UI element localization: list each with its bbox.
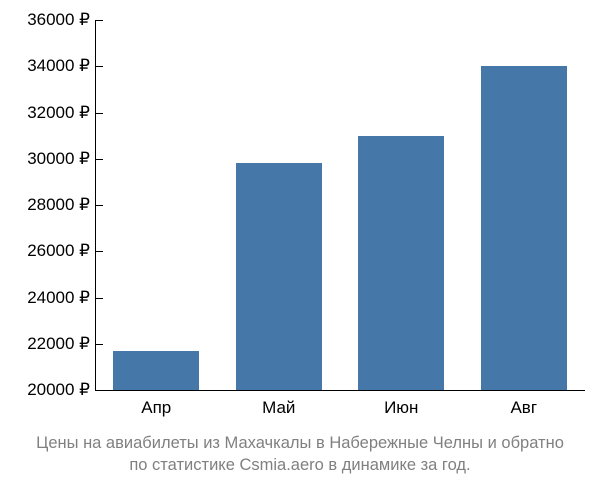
bar bbox=[481, 66, 567, 390]
y-tick-mark bbox=[95, 344, 103, 345]
bar bbox=[236, 163, 322, 390]
y-tick-label: 32000 ₽ bbox=[10, 103, 90, 123]
x-tick-label: Июн bbox=[384, 398, 418, 418]
y-tick-mark bbox=[95, 159, 103, 160]
chart-caption-line1: Цены на авиабилеты из Махачкалы в Набере… bbox=[0, 432, 600, 454]
y-tick-mark bbox=[95, 66, 103, 67]
y-tick-label: 26000 ₽ bbox=[10, 241, 90, 261]
x-tick-label: Апр bbox=[141, 398, 171, 418]
price-bar-chart: 20000 ₽ 22000 ₽ 24000 ₽ 26000 ₽ 28000 ₽ 30000… bbox=[0, 0, 600, 500]
y-tick-label: 36000 ₽ bbox=[10, 10, 90, 30]
y-tick-mark bbox=[95, 113, 103, 114]
plot-area bbox=[95, 20, 585, 390]
chart-caption-line2: по статистике Csmia.aero в динамике за г… bbox=[0, 454, 600, 476]
bar bbox=[113, 351, 199, 390]
y-tick-mark bbox=[95, 390, 103, 391]
x-tick-label: Май bbox=[262, 398, 295, 418]
y-tick-mark bbox=[95, 298, 103, 299]
y-tick-mark bbox=[95, 205, 103, 206]
y-tick-label: 28000 ₽ bbox=[10, 195, 90, 215]
bar bbox=[358, 136, 444, 390]
y-tick-label: 24000 ₽ bbox=[10, 288, 90, 308]
y-tick-label: 34000 ₽ bbox=[10, 56, 90, 76]
y-tick-label: 30000 ₽ bbox=[10, 149, 90, 169]
y-tick-label: 22000 ₽ bbox=[10, 334, 90, 354]
x-tick-label: Авг bbox=[510, 398, 537, 418]
y-tick-label: 20000 ₽ bbox=[10, 380, 90, 400]
x-axis-line bbox=[95, 390, 585, 391]
y-tick-mark bbox=[95, 251, 103, 252]
y-tick-mark bbox=[95, 20, 103, 21]
